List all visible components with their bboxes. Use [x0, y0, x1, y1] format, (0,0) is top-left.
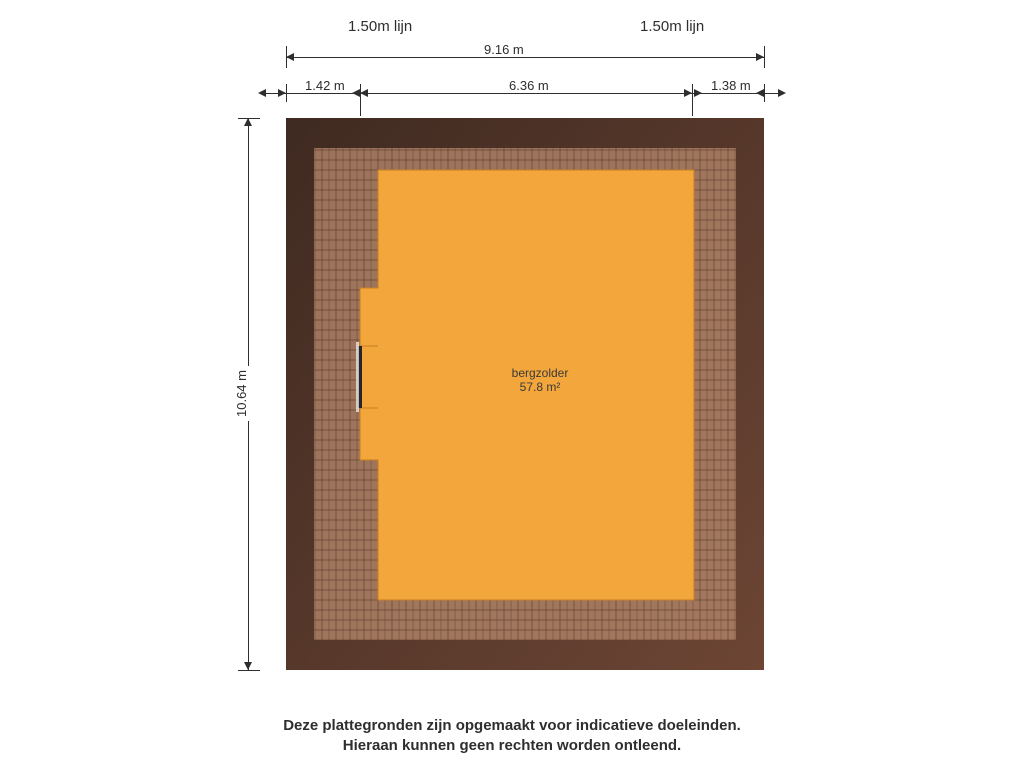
- dim-total-width-line: [286, 57, 764, 58]
- dim-seg-mid: 6.36 m: [506, 78, 552, 93]
- lijn-label-right: 1.50m lijn: [640, 18, 704, 35]
- room-name: bergzolder: [500, 366, 580, 380]
- lijn-label-left: 1.50m lijn: [348, 18, 412, 35]
- dim-seg-left: 1.42 m: [302, 78, 348, 93]
- dim-total-width: 9.16 m: [480, 42, 528, 57]
- floorplan-canvas: 1.50m lijn 1.50m lijn 9.16 m 1.42 m 6.36…: [0, 0, 1024, 768]
- disclaimer-line1: Deze plattegronden zijn opgemaakt voor i…: [0, 716, 1024, 736]
- room-area: 57.8 m²: [500, 380, 580, 394]
- dim-seg-right: 1.38 m: [708, 78, 754, 93]
- dim-total-height: 10.64 m: [234, 366, 249, 421]
- disclaimer-line2: Hieraan kunnen geen rechten worden ontle…: [0, 736, 1024, 756]
- room-label: bergzolder 57.8 m²: [500, 366, 580, 394]
- disclaimer: Deze plattegronden zijn opgemaakt voor i…: [0, 716, 1024, 757]
